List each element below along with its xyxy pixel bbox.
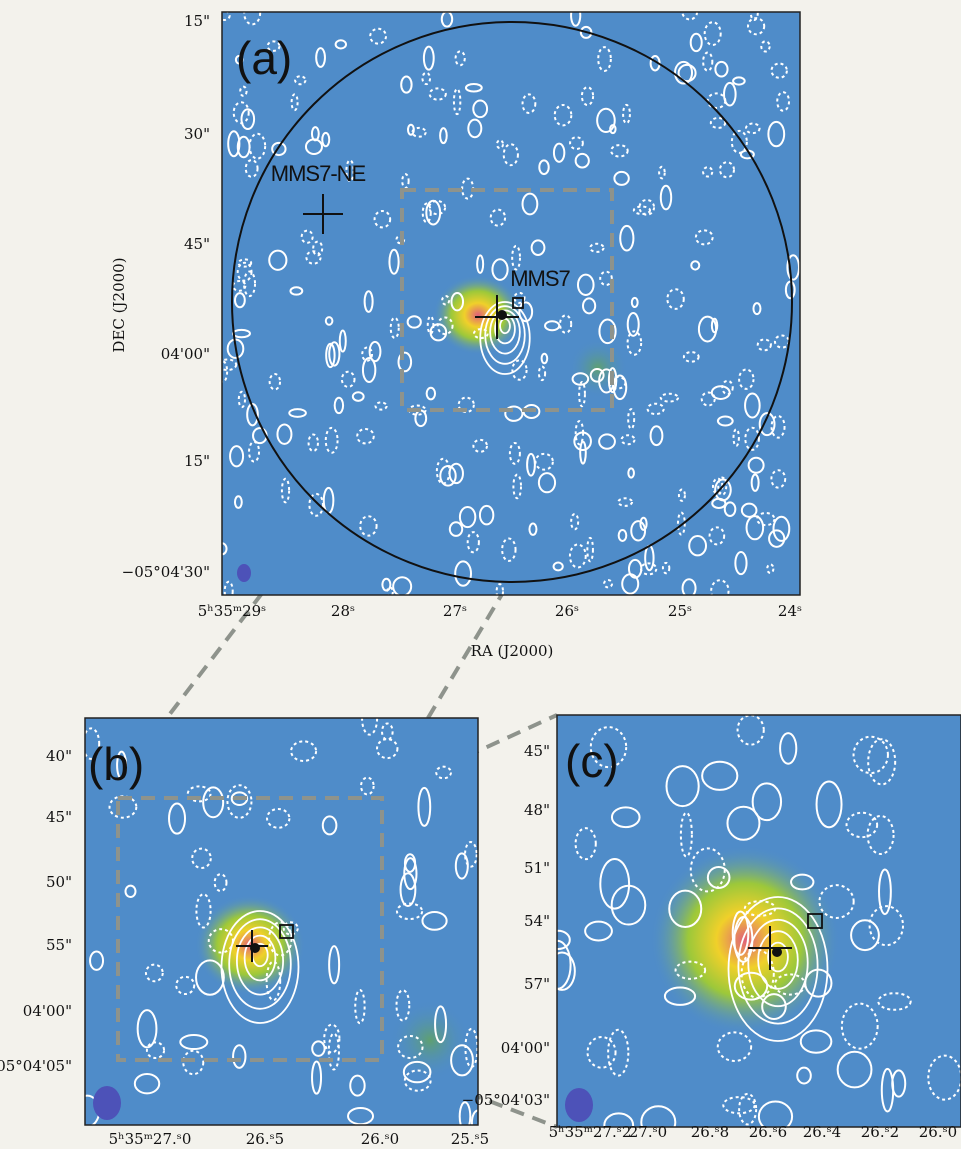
y-tick-label: 45" <box>184 235 210 253</box>
map-panel <box>218 2 800 602</box>
x-tick-label: 26.ˢ8 <box>691 1123 729 1141</box>
x-tick-label: 25ˢ <box>668 602 692 620</box>
y-tick-label: 04'00" <box>23 1002 72 1020</box>
y-tick-label: 30" <box>184 125 210 143</box>
source-name: MMS7-NE <box>271 161 366 186</box>
x-tick-label: 5ʰ35ᵐ27.ˢ2 <box>549 1123 632 1141</box>
source-dot <box>772 947 782 957</box>
y-tick-label: 50" <box>46 873 72 891</box>
x-tick-label: 26.ˢ6 <box>749 1123 787 1141</box>
y-tick-label: 15" <box>184 452 210 470</box>
y-tick-label: 04'00" <box>501 1039 550 1057</box>
y-tick-label: 45" <box>46 808 72 826</box>
source-dot <box>497 310 507 320</box>
y-tick-label: 54" <box>524 912 550 930</box>
figure: DEC (J2000) RA (J2000) (a) 15" 30" 45" 04'00… <box>0 0 961 1149</box>
y-tick-label: 48" <box>524 801 550 819</box>
x-tick-label: 26.ˢ2 <box>861 1123 899 1141</box>
x-tick-label: 26.ˢ0 <box>361 1130 399 1148</box>
y-tick-label: −05°04'30" <box>122 563 210 581</box>
panel-label: (a) <box>236 32 292 84</box>
panel-label: (c) <box>565 735 619 787</box>
y-tick-label: 45" <box>524 742 550 760</box>
x-tick-label: 26.ˢ4 <box>803 1123 841 1141</box>
y-tick-label: 15" <box>184 12 210 30</box>
source-name: MMS7 <box>510 266 570 291</box>
y-tick-label: 57" <box>524 975 550 993</box>
panel-label: (b) <box>88 738 144 790</box>
y-tick-label: −05°04'03" <box>462 1091 550 1109</box>
x-tick-label: 24ˢ <box>778 602 802 620</box>
y-axis-title: DEC (J2000) <box>110 257 128 352</box>
x-tick-label: 25.ˢ5 <box>451 1130 489 1148</box>
x-tick-label: 5ʰ35ᵐ27.ˢ0 <box>109 1130 192 1148</box>
x-tick-label: 26.ˢ5 <box>246 1130 284 1148</box>
y-tick-label: 04'00" <box>161 345 210 363</box>
y-tick-label: −05°04'05" <box>0 1057 72 1075</box>
x-tick-label: 27ˢ <box>443 602 467 620</box>
x-tick-label: 27.ˢ0 <box>629 1123 667 1141</box>
x-tick-label: 26ˢ <box>555 602 579 620</box>
beam <box>565 1088 593 1122</box>
y-tick-label: 40" <box>46 747 72 765</box>
faint-emission <box>568 338 628 398</box>
y-tick-label: 51" <box>524 859 550 877</box>
beam <box>237 564 251 582</box>
source-dot <box>250 943 260 953</box>
y-tick-label: 55" <box>46 936 72 954</box>
beam <box>93 1086 121 1120</box>
x-tick-label: 26.ˢ0 <box>919 1123 957 1141</box>
x-tick-label: 5ʰ35ᵐ29ˢ <box>198 602 266 620</box>
x-tick-label: 28ˢ <box>331 602 355 620</box>
emission-peak <box>650 845 840 1035</box>
x-axis-title: RA (J2000) <box>471 642 554 660</box>
